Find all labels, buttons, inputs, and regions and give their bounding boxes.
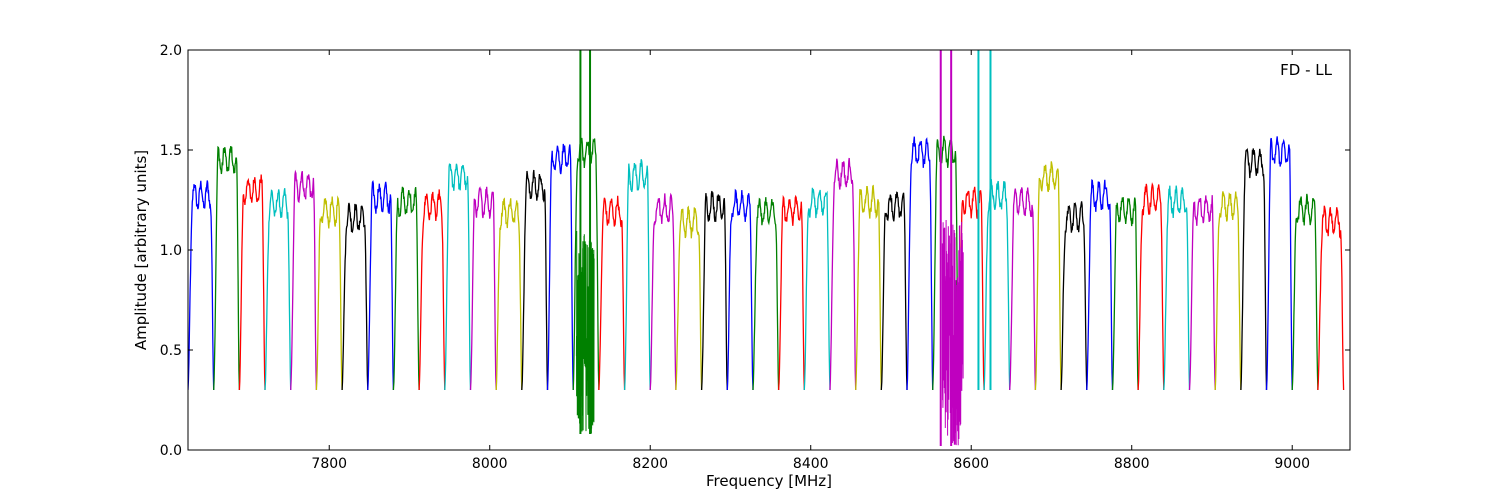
channel-28-line bbox=[880, 191, 908, 391]
channel-1-line bbox=[188, 180, 215, 391]
channel-6-line bbox=[315, 195, 343, 391]
x-tick-label: 8600 bbox=[953, 456, 989, 472]
channel-44-line bbox=[1291, 193, 1319, 391]
x-tick-label: 7800 bbox=[311, 456, 347, 472]
channel-3-line bbox=[238, 174, 266, 391]
channel-2-line bbox=[213, 145, 241, 391]
channel-19-line bbox=[649, 192, 677, 391]
channel-4-line bbox=[264, 188, 292, 391]
x-tick-label: 8200 bbox=[632, 456, 668, 472]
channel-22-line bbox=[726, 188, 754, 391]
channel-11-line bbox=[444, 163, 472, 391]
channel-7-line bbox=[341, 202, 369, 391]
y-tick-label: 0.5 bbox=[160, 343, 182, 359]
channel-18-line bbox=[623, 159, 651, 391]
rfi-noise-band-magenta bbox=[941, 219, 964, 446]
channel-33-line bbox=[1009, 187, 1037, 391]
channel-26-line bbox=[829, 157, 857, 391]
channel-25-line bbox=[803, 187, 831, 391]
y-tick-label: 1.0 bbox=[160, 243, 182, 259]
y-tick-label: 0.0 bbox=[160, 443, 182, 459]
channel-32-line bbox=[983, 179, 1011, 391]
channel-5-line bbox=[290, 169, 318, 391]
channel-9-line bbox=[392, 186, 420, 391]
channel-36-line bbox=[1086, 179, 1114, 391]
plot-annotation: FD - LL bbox=[1280, 61, 1332, 79]
channel-21-line bbox=[700, 190, 728, 391]
channel-35-line bbox=[1060, 201, 1088, 391]
y-tick-label: 2.0 bbox=[160, 43, 182, 59]
channel-20-line bbox=[675, 205, 703, 391]
channel-13-line bbox=[495, 197, 523, 391]
channel-43-line bbox=[1265, 136, 1293, 391]
x-axis-ticks: 7800 8000 8200 8400 8600 8800 9000 bbox=[311, 50, 1310, 472]
x-axis-label: Frequency [MHz] bbox=[706, 472, 832, 490]
plot-area bbox=[187, 49, 1351, 451]
channel-12-line bbox=[469, 186, 497, 391]
channel-10-line bbox=[418, 189, 446, 391]
x-tick-label: 8800 bbox=[1114, 456, 1150, 472]
x-tick-label: 8400 bbox=[793, 456, 829, 472]
channel-37-line bbox=[1111, 197, 1139, 391]
channel-30-line bbox=[932, 135, 960, 391]
channel-41-line bbox=[1214, 191, 1242, 391]
x-tick-label: 8000 bbox=[472, 456, 508, 472]
channel-31-line bbox=[957, 186, 985, 391]
channel-42-line bbox=[1240, 147, 1268, 391]
channel-38-line bbox=[1137, 182, 1165, 391]
channel-29-line bbox=[906, 136, 934, 391]
channel-14-line bbox=[521, 169, 549, 391]
channel-27-line bbox=[855, 184, 882, 391]
channel-39-line bbox=[1163, 185, 1191, 391]
channel-45-line bbox=[1317, 205, 1345, 391]
channel-15-line bbox=[546, 143, 574, 391]
channel-40-line bbox=[1188, 195, 1216, 391]
channel-24-line bbox=[777, 194, 805, 391]
channel-17-line bbox=[598, 195, 626, 391]
channel-8-line bbox=[367, 179, 395, 391]
plot-background bbox=[188, 50, 1350, 450]
rfi-noise-band-green bbox=[575, 230, 595, 434]
channel-16-line bbox=[572, 137, 600, 391]
y-tick-label: 1.5 bbox=[160, 143, 182, 159]
y-axis-label: Amplitude [arbitrary units] bbox=[132, 150, 150, 350]
y-axis-ticks: 0.0 0.5 1.0 1.5 2.0 bbox=[160, 43, 1350, 459]
channel-23-line bbox=[752, 197, 780, 391]
channel-34-line bbox=[1034, 161, 1062, 391]
series-layer bbox=[188, 50, 1345, 446]
x-tick-label: 9000 bbox=[1274, 456, 1310, 472]
